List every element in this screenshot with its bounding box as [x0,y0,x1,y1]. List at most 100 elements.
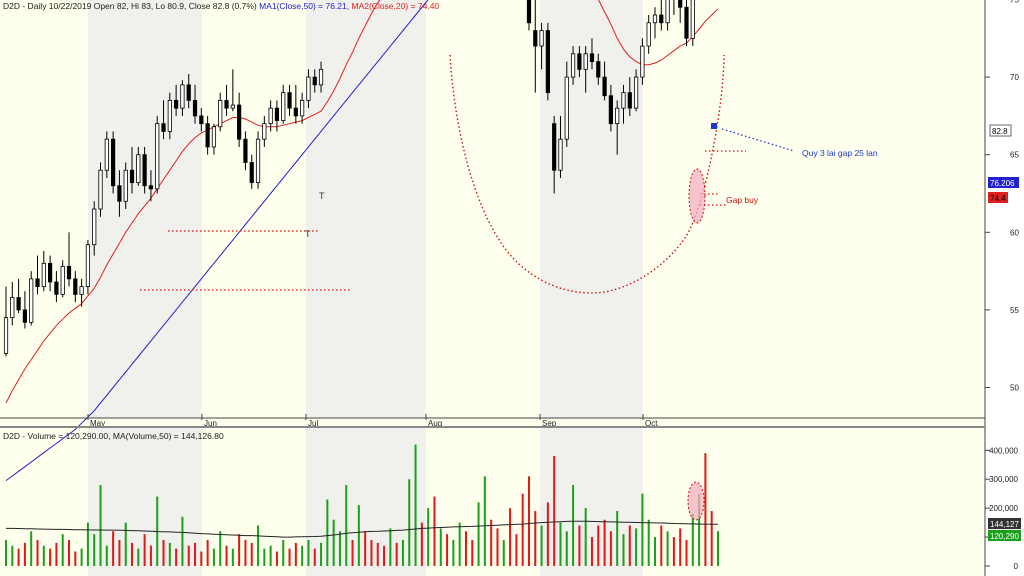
close-tag: 82.8 [992,127,1008,136]
volma-tag: 144,127 [990,520,1019,529]
volume-bar [591,537,593,566]
volume-bar [49,549,51,566]
t-mark-2: T [305,229,311,239]
volume-bar [68,540,70,566]
volume-bar [87,523,89,566]
volume-bar [112,531,114,566]
volume-bar [616,511,618,566]
volume-bar [667,531,669,566]
volume-bar [459,523,461,566]
candle-body [181,85,184,108]
volume-bar [320,543,322,566]
candle-body [552,124,555,171]
volume-bar [440,528,442,566]
candle-body [250,162,253,182]
volume-bar [522,494,524,566]
volume-bar [692,514,694,566]
candle-body [99,170,102,209]
price-y-tick-label: 75 [1010,0,1019,5]
price-y-tick-label: 55 [1010,306,1019,315]
volume-bar [559,523,561,566]
volume-bar [534,511,536,566]
volume-bar [478,502,480,566]
ma2-tag: 74.4 [990,194,1006,203]
gap-highlight-ellipse [689,169,705,223]
volume-bar [257,525,259,566]
right-axis-area [985,0,1024,576]
volume-bar [503,540,505,566]
candle-body [540,31,543,47]
volume-highlight-ellipse [688,482,704,520]
volume-bar [11,546,13,566]
volume-bar [585,508,587,566]
volume-y-tick-label: 300,000 [989,475,1018,484]
candle-body [615,108,618,124]
volume-bar [163,540,165,566]
volume-bar [106,546,108,566]
volume-bar [326,499,328,566]
volume-bar [471,540,473,566]
t-mark-1: T [319,191,325,201]
volume-bar [364,531,366,566]
volume-bar [604,520,606,566]
volume-bar [377,543,379,566]
volume-bar [465,531,467,566]
volume-bar [629,525,631,566]
candle-body [622,93,625,109]
volume-bar [18,549,20,566]
candle-body [86,245,89,287]
candle-body [212,127,215,147]
volume-y-tick-label: 400,000 [989,446,1018,455]
volume-bar [509,508,511,566]
candle-body [691,0,694,38]
candle-body [559,139,562,170]
candle-body [578,54,581,70]
candle [99,162,102,216]
volume-y-tick-label: 200,000 [989,504,1018,513]
volume-bar [295,543,297,566]
candle-body [187,85,190,101]
volume-bar [62,534,64,566]
volume-bar [219,531,221,566]
candle-body [647,23,650,46]
candle-body [666,0,669,23]
candle-body [61,266,64,294]
candle-body [660,15,663,23]
volume-bar [704,453,706,566]
candle [546,23,549,101]
volume-bar [433,497,435,566]
candle-body [565,77,568,139]
volume-bar [213,549,215,566]
price-month-band [306,0,426,418]
volume-bar [200,552,202,566]
volume-bar [131,543,133,566]
volume-bar [389,528,391,566]
candle-body [546,31,549,93]
candle-body [149,186,152,189]
candle-body [609,96,612,124]
volume-bar [238,534,240,566]
candle-body [269,108,272,124]
candle [111,131,114,193]
volume-bar [144,534,146,566]
volume-bar [597,525,599,566]
volume-bar [654,537,656,566]
candle-body [130,170,133,182]
candle-body [590,54,593,62]
candle-body [200,116,203,124]
volume-bar [484,476,486,566]
volume-bar [30,531,32,566]
volume-bar [610,531,612,566]
volume-bar [244,540,246,566]
volume-bar [74,552,76,566]
volume-bar [572,485,574,566]
volume-bar [289,549,291,566]
candle [156,116,159,194]
candle-body [628,93,631,109]
volume-bar [5,540,7,566]
candle-body [105,139,108,170]
candle-body [653,15,656,23]
volume-bar [383,546,385,566]
volume-bar [370,540,372,566]
volume-bar [207,540,209,566]
